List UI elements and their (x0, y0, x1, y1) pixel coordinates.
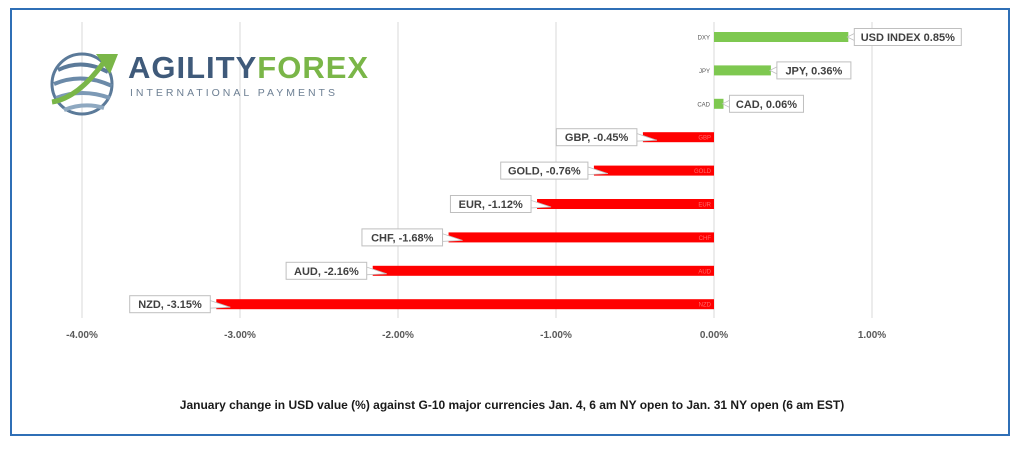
x-tick-label: -3.00% (224, 330, 256, 341)
data-label-box (285, 261, 368, 280)
bar (216, 299, 715, 310)
data-label: CAD, 0.06% (736, 99, 797, 111)
bar (714, 65, 771, 76)
bar (372, 265, 714, 276)
x-tick-label: 1.00% (858, 330, 886, 341)
data-label: GOLD, -0.76% (508, 166, 581, 178)
agility-forex-logo: AGILITYFOREX INTERNATIONAL PAYMENTS (44, 40, 368, 120)
data-label-box (555, 128, 638, 147)
category-label: NZD (699, 303, 712, 309)
data-label-box (449, 195, 532, 213)
data-label-box (361, 228, 444, 247)
data-label-box (728, 94, 804, 113)
data-label: EUR, -1.12% (459, 199, 523, 211)
category-label: CHF (699, 236, 712, 242)
bar (537, 199, 714, 209)
bar (642, 132, 714, 143)
data-label: JPY, 0.36% (785, 65, 842, 77)
chart-caption: January change in USD value (%) against … (179, 398, 845, 412)
logo-tagline: INTERNATIONAL PAYMENTS (130, 87, 338, 99)
data-label-box (500, 161, 589, 180)
logo-brand: AGILITYFOREX (128, 50, 369, 86)
bar (593, 165, 714, 176)
data-label-box (776, 61, 852, 80)
bar (448, 232, 714, 243)
data-label: CHF, -1.68% (371, 232, 434, 244)
category-label: JPY (699, 69, 710, 75)
x-tick-label: -1.00% (540, 330, 572, 341)
bar (714, 32, 849, 42)
data-label-box (129, 295, 211, 314)
x-tick-label: -4.00% (66, 330, 98, 341)
x-tick-label: 0.00% (700, 330, 728, 341)
logo-brand-part2: FOREX (257, 50, 370, 85)
data-label: USD INDEX 0.85% (861, 32, 955, 44)
data-label-box (853, 28, 962, 46)
category-label: EUR (698, 203, 711, 209)
globe-arrow-icon (50, 52, 118, 116)
category-label: AUD (698, 269, 711, 275)
category-label: GBP (698, 136, 711, 142)
x-tick-label: -2.00% (382, 330, 414, 341)
bar (714, 98, 724, 109)
data-label: AUD, -2.16% (294, 266, 359, 278)
data-label: NZD, -3.15% (138, 299, 202, 311)
data-label: GBP, -0.45% (565, 132, 629, 144)
logo-brand-part1: AGILITY (128, 50, 258, 85)
category-label: GOLD (694, 169, 712, 175)
category-label: CAD (697, 102, 710, 108)
category-label: DXY (698, 36, 710, 42)
